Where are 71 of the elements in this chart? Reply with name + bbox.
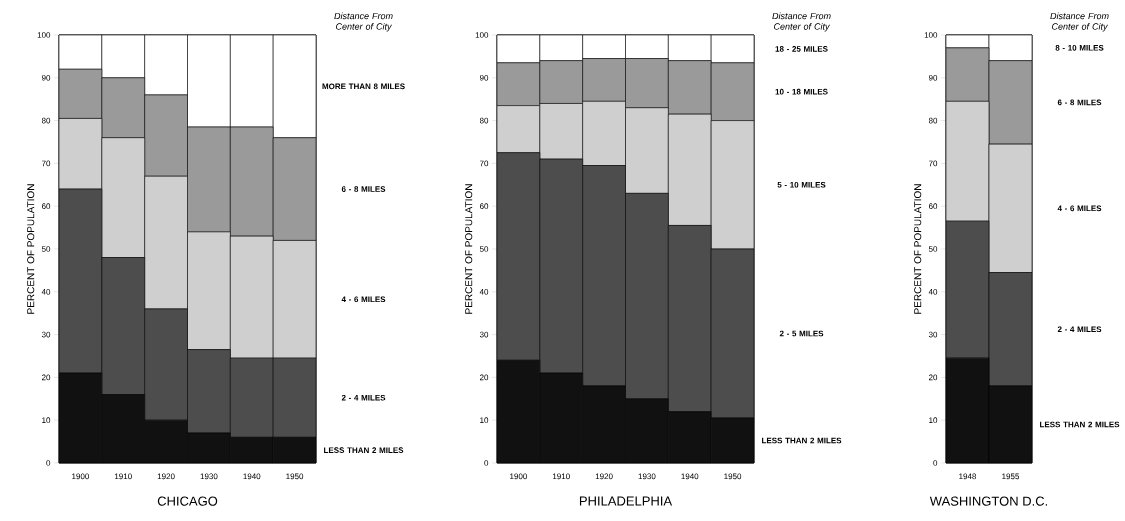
y-tick-label: 10 (42, 417, 51, 424)
y-tick-label: 0 (484, 460, 489, 466)
y-tick-label: 0 (933, 460, 938, 466)
y-tick-label: 80 (928, 117, 938, 124)
legend-title: Distance From Center of City (334, 12, 393, 32)
y-tick-label: 20 (41, 374, 51, 381)
y-tick-label: 80 (479, 117, 489, 124)
y-tick-label: 10 (480, 417, 489, 424)
text: 5 - 10 MILES (777, 181, 826, 188)
y-tick-label: 60 (41, 203, 51, 210)
y-tick-label: 40 (41, 288, 51, 295)
text: PHILADELPHIA (579, 496, 673, 506)
y-tick-label: 40 (479, 288, 489, 295)
y-tick-label: 70 (479, 160, 489, 167)
y-tick-label: 50 (479, 246, 489, 252)
text: 8 - 10 MILES (1055, 45, 1104, 51)
text: 10 - 18 MILES (775, 88, 828, 95)
x-tick-label: 1940 (243, 473, 261, 480)
x-tick-label: 1930 (200, 473, 218, 480)
y-tick-label: 40 (928, 288, 938, 295)
x-tick-label: 1950 (286, 473, 304, 480)
x-tick-label: 1955 (1002, 473, 1020, 480)
x-tick-label: 1940 (681, 473, 699, 480)
y-tick-label: 50 (41, 246, 51, 252)
x-tick-label: 1920 (157, 473, 175, 480)
y-tick-label: 20 (928, 374, 938, 381)
y-tick-label: 70 (928, 160, 938, 167)
y-tick-label: 30 (928, 331, 938, 338)
y-tick-label: 20 (479, 374, 489, 381)
x-tick-label: 1910 (114, 473, 132, 480)
y-tick-label: 100 (924, 32, 938, 38)
y-tick-label: 30 (479, 331, 489, 338)
text: 18 - 25 MILES (775, 46, 828, 52)
x-tick-label: 1900 (72, 473, 90, 480)
x-tick-label: 1920 (595, 473, 613, 480)
y-tick-label: 90 (928, 74, 938, 81)
text: 6 - 8 MILES (1057, 99, 1102, 106)
text: 2 - 4 MILES (341, 394, 386, 401)
text: 6 - 8 MILES (341, 186, 386, 192)
text: WASHINGTON D.C. (929, 496, 1048, 506)
series-label: LESS THAN 2 MILES (324, 447, 404, 453)
x-tick-label: 1900 (510, 473, 528, 480)
legend-title: Distance From Center of City (772, 12, 831, 32)
text: CHICAGO (157, 496, 218, 506)
x-tick-label: 1930 (638, 473, 656, 480)
y-tick-label: 80 (41, 117, 51, 124)
series-label: LESS THAN 2 MILES (1040, 421, 1120, 428)
y-tick-label: 60 (479, 203, 489, 210)
y-tick-label: 60 (928, 203, 938, 210)
y-tick-label: 0 (46, 460, 51, 466)
y-tick-label: 100 (475, 32, 489, 38)
y-tick-label: 10 (929, 417, 938, 424)
x-tick-label: 1910 (552, 473, 570, 480)
y-tick-label: 90 (41, 74, 51, 81)
legend-title: Distance From Center of City (1050, 12, 1109, 32)
text: 2 - 4 MILES (1057, 326, 1102, 333)
x-tick-label: 1950 (724, 473, 742, 480)
x-tick-label: 1948 (959, 473, 977, 480)
text: 4 - 6 MILES (341, 296, 386, 303)
y-axis-title: PERCENT OF POPULATION (914, 184, 922, 314)
y-tick-label: 100 (37, 32, 51, 38)
y-tick-label: 90 (479, 74, 489, 81)
series-label: MORE THAN 8 MILES (322, 83, 405, 90)
text: 2 - 5 MILES (779, 330, 824, 337)
y-axis-title: PERCENT OF POPULATION (465, 184, 473, 314)
series-label: LESS THAN 2 MILES (762, 437, 842, 444)
text: 4 - 6 MILES (1057, 205, 1102, 212)
y-tick-label: 70 (41, 160, 51, 167)
y-tick-label: 30 (41, 331, 51, 338)
y-tick-label: 50 (928, 246, 938, 252)
y-axis-title: PERCENT OF POPULATION (27, 184, 35, 314)
